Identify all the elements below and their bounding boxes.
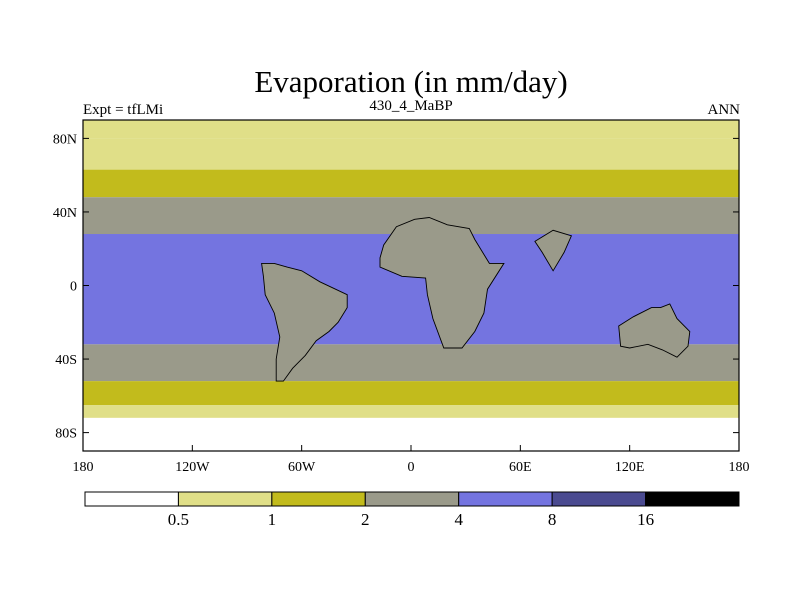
colorbar-swatch-5 [551,491,647,507]
land-africa [379,217,505,349]
y-axis: 80N 40N 0 40S 80S [53,132,739,442]
zonal-band-6 [83,381,739,406]
chart-title: Evaporation (in mm/day) [254,64,567,99]
season-label: ANN [708,102,741,118]
colorbar-label-2: 2 [361,510,370,529]
zonal-band-7 [83,405,739,418]
y-tick-label-2: 0 [70,280,77,295]
colorbar-label-1: 1 [268,510,277,529]
y-tick-label-3: 40S [55,353,77,368]
colorbar-swatch-3 [364,491,460,507]
y-tick-label-4: 80S [55,427,77,442]
y-tick-label-0: 80N [53,132,77,147]
land-australia [618,303,691,358]
land-india [534,229,573,272]
colorbar-label-3: 4 [454,510,463,529]
land-south-america [261,262,348,382]
land-regions [261,217,691,382]
x-tick-label-5: 120E [615,460,645,475]
colorbar-label-4: 8 [548,510,557,529]
zonal-band-0 [83,120,739,139]
zonal-band-2 [83,169,739,198]
colorbar-swatch-2 [271,491,366,507]
y-tick-label-1: 40N [53,206,77,221]
colorbar: 0.5 1 2 4 8 16 [84,491,740,529]
x-tick-label-2: 60W [288,460,316,475]
x-tick-label-0: 180 [73,460,94,475]
colorbar-swatch-0 [84,491,179,507]
map-plot-area [83,120,739,451]
experiment-label: Expt = tfLMi [83,102,163,118]
period-label: 430_4_MaBP [369,98,452,114]
zonal-band-5 [83,344,739,382]
colorbar-swatch-6 [645,491,740,507]
x-tick-label-1: 120W [175,460,210,475]
zonal-bands [83,120,739,451]
colorbar-label-0: 0.5 [168,510,189,529]
x-tick-label-6: 180 [729,460,750,475]
colorbar-swatch-1 [177,491,273,507]
zonal-band-1 [83,138,739,170]
x-tick-label-3: 0 [408,460,415,475]
colorbar-swatch-4 [458,491,553,507]
x-tick-label-4: 60E [509,460,532,475]
colorbar-label-5: 16 [637,510,654,529]
x-axis: 180 120W 60W 0 60E 120E 180 [73,445,750,475]
